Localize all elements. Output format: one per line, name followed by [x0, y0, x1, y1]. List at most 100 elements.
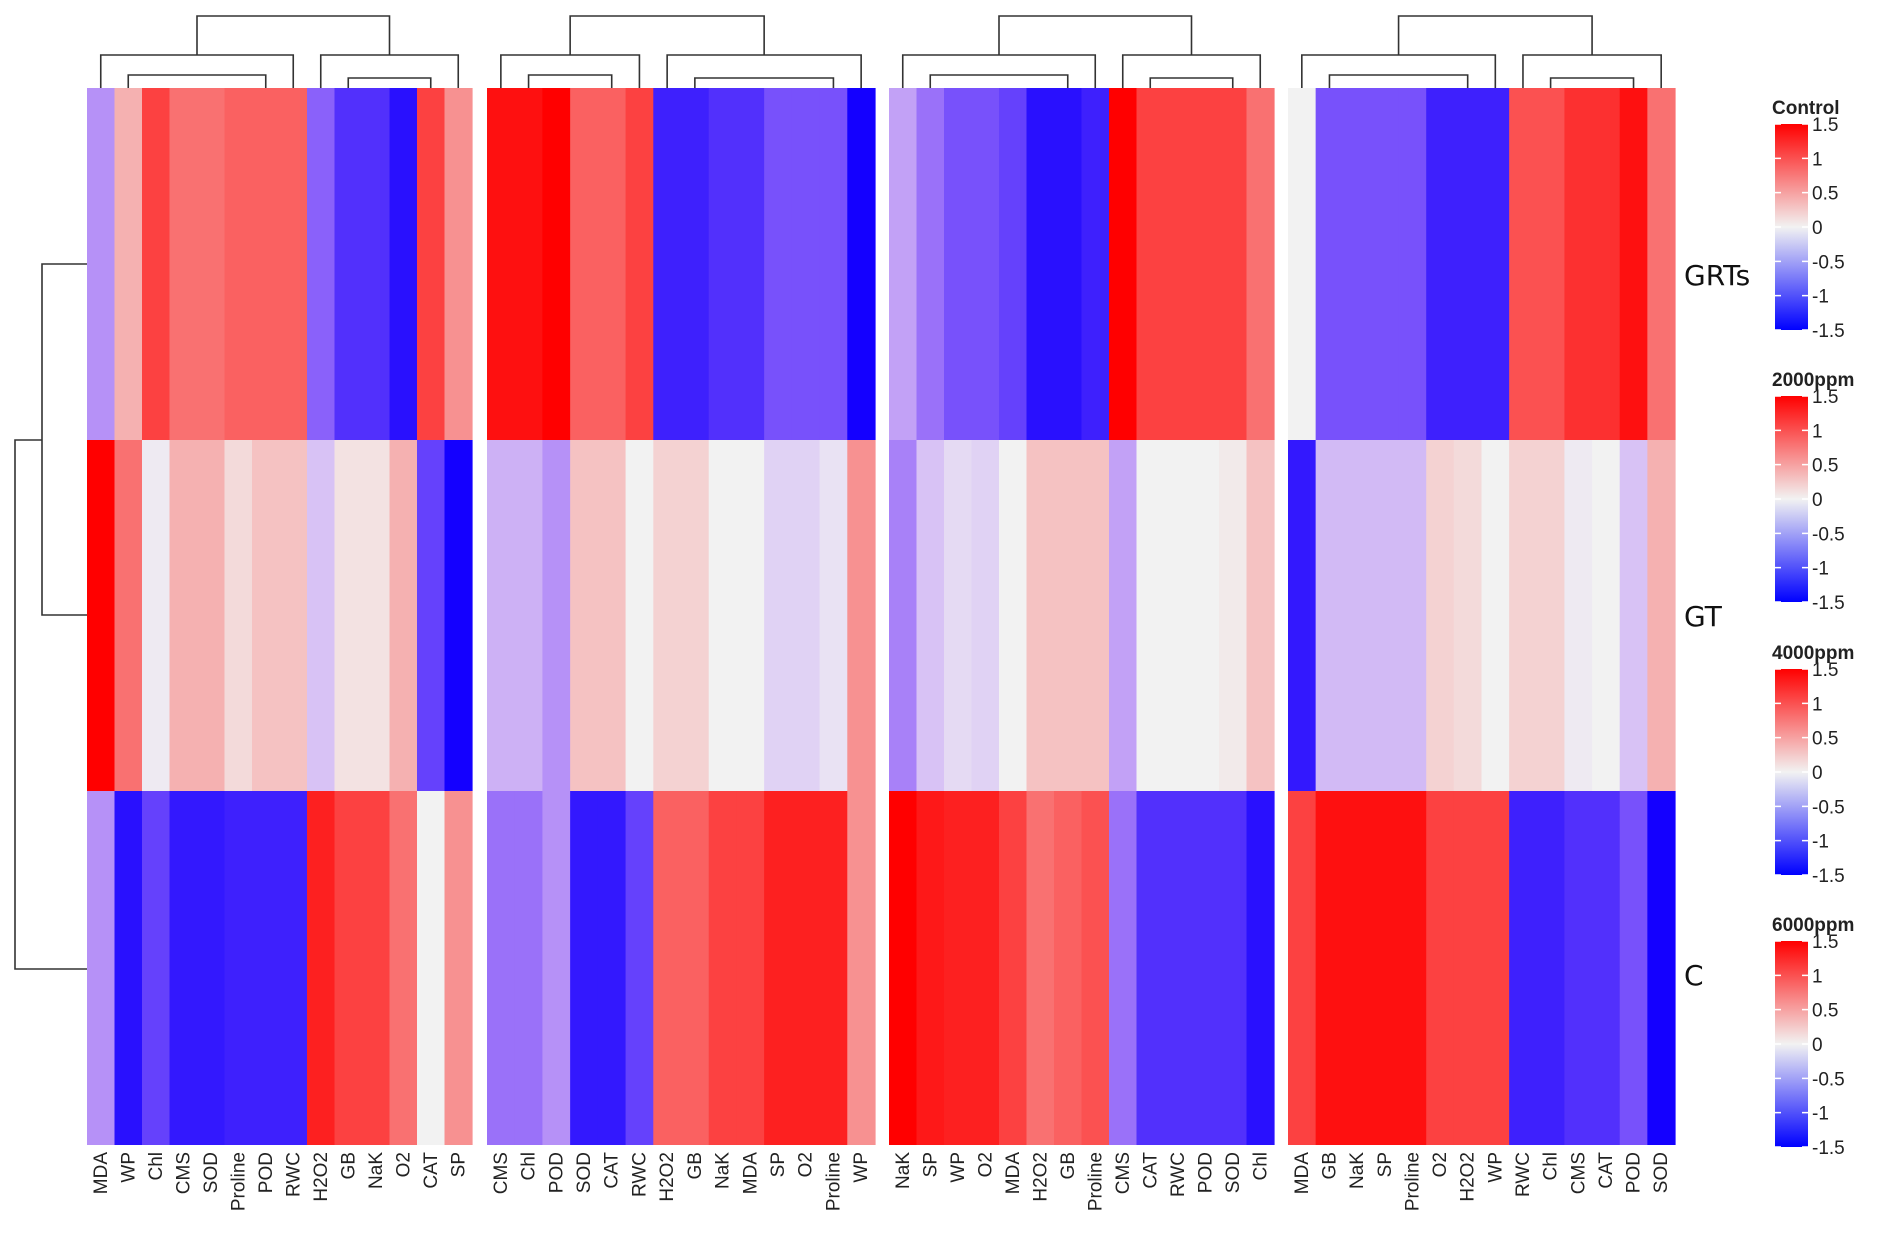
legend-title: 6000ppm — [1772, 915, 1854, 936]
heatmap-cell — [1109, 791, 1138, 1145]
heatmap-cell — [681, 440, 710, 791]
column-label: WP — [851, 1152, 872, 1183]
legend-tick-label: -1 — [1812, 1104, 1829, 1125]
heatmap-cell — [1081, 440, 1110, 791]
heatmap-cell — [819, 791, 848, 1145]
column-dendrogram-branch — [1328, 74, 1469, 88]
column-label: NaK — [713, 1152, 734, 1189]
heatmap-cell — [542, 88, 571, 440]
row-label: GT — [1684, 600, 1723, 633]
heatmap-cell — [916, 440, 945, 791]
heatmap-cell — [1619, 791, 1648, 1145]
heatmap-cell — [197, 88, 226, 440]
legend-tick-label: 0 — [1812, 490, 1823, 511]
column-label: CAT — [421, 1152, 442, 1189]
legend-tick-label: 1 — [1812, 694, 1823, 715]
heatmap-cell — [444, 791, 473, 1145]
heatmap-cell — [1647, 440, 1676, 791]
heatmap-cell — [708, 791, 738, 1145]
column-dendrogram-branch — [127, 74, 267, 88]
column-dendrogram-branch — [500, 54, 641, 88]
column-label: O2 — [975, 1152, 996, 1177]
heatmap-cell — [1164, 791, 1193, 1145]
heatmap-cell — [1453, 88, 1483, 440]
heatmap-cell — [514, 791, 544, 1145]
column-label: WP — [1485, 1152, 1506, 1183]
heatmap-cell — [487, 791, 516, 1145]
legend-tick-label: 1 — [1812, 149, 1823, 170]
column-dendrogram-branch — [1121, 54, 1262, 88]
heatmap-cell — [1619, 440, 1648, 791]
column-dendrograms — [99, 15, 1662, 88]
column-dendrogram-branch — [929, 74, 1069, 88]
column-label: H2O2 — [1030, 1152, 1051, 1202]
heatmap-cell — [597, 440, 627, 791]
legend-tick-label: -1.5 — [1812, 1138, 1845, 1159]
column-label: O2 — [1430, 1152, 1451, 1177]
heatmap-cell — [142, 791, 171, 1145]
heatmap-cell — [1370, 88, 1400, 440]
heatmap-cell — [114, 791, 143, 1145]
legend-tick-label: -1 — [1812, 832, 1829, 853]
column-label: NaK — [366, 1152, 387, 1189]
heatmap-cell — [1509, 440, 1538, 791]
heatmap-cell — [1509, 791, 1538, 1145]
heatmap-cell — [791, 791, 821, 1145]
heatmap-cell — [1054, 440, 1083, 791]
heatmap-cell — [736, 440, 765, 791]
heatmap-cell — [1246, 88, 1275, 440]
column-dendrogram-branch — [901, 54, 1097, 88]
heatmap-cell — [1246, 791, 1275, 1145]
column-dendrogram-branch — [527, 74, 613, 88]
column-label: Proline — [1402, 1152, 1423, 1211]
heatmap-cell — [114, 88, 143, 440]
legend-tick-label: -1.5 — [1812, 866, 1845, 887]
heatmap-cell — [1398, 88, 1427, 440]
column-label: POD — [1624, 1152, 1645, 1193]
heatmap-cell — [1191, 440, 1220, 791]
heatmap-cell — [999, 440, 1028, 791]
column-label: Chl — [146, 1152, 167, 1181]
heatmap-cell — [1191, 88, 1220, 440]
heatmap-cell — [764, 88, 793, 440]
legend-tick-label: 0 — [1812, 1035, 1823, 1056]
legend-tick-label: 0 — [1812, 763, 1823, 784]
heatmap-cell — [362, 440, 391, 791]
heatmap-cell — [1343, 791, 1372, 1145]
heatmap-cell — [542, 791, 571, 1145]
heatmap-cell — [1246, 440, 1275, 791]
heatmap-cell — [653, 791, 682, 1145]
legend-title: 2000ppm — [1772, 370, 1854, 391]
legend-tick-label: 1.5 — [1812, 115, 1838, 136]
heatmap-cell — [252, 88, 281, 440]
column-dendrogram-branch — [569, 15, 765, 55]
heatmap-cell — [87, 88, 116, 440]
heatmap-cell — [1343, 88, 1372, 440]
heatmap-cell — [819, 440, 848, 791]
column-label: POD — [256, 1152, 277, 1193]
heatmap-cell — [279, 88, 308, 440]
heatmap-cell — [1026, 440, 1055, 791]
row-dendrogram-branch — [14, 439, 87, 970]
heatmap-cell — [1536, 88, 1566, 440]
heatmap-cell — [1315, 440, 1344, 791]
heatmap-cell — [169, 88, 198, 440]
column-label: SOD — [1223, 1152, 1244, 1193]
heatmap-cell — [142, 440, 171, 791]
column-label: RWC — [1513, 1152, 1534, 1197]
column-label: SP — [448, 1152, 469, 1177]
heatmap-cell — [334, 791, 363, 1145]
heatmap-cell — [252, 791, 281, 1145]
column-label: CMS — [173, 1152, 194, 1194]
heatmap-cell — [1370, 791, 1400, 1145]
heatmap-cell — [1453, 440, 1483, 791]
heatmap-cell — [389, 88, 418, 440]
heatmap-cell — [847, 88, 876, 440]
legend-tick-label: 0 — [1812, 218, 1823, 239]
column-label: POD — [546, 1152, 567, 1193]
heatmap-cell — [224, 440, 253, 791]
heatmap-cell — [307, 440, 336, 791]
